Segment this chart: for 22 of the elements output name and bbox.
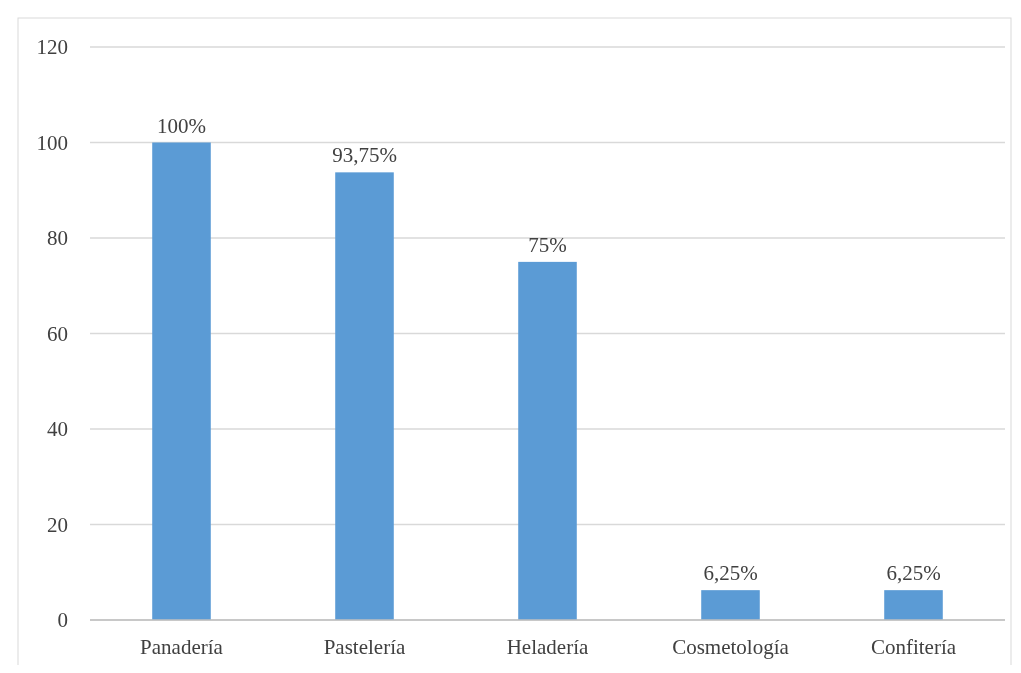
y-tick-label: 40 — [47, 417, 68, 442]
x-tick-label: Confitería — [870, 635, 957, 659]
y-tick-label: 80 — [47, 226, 68, 251]
data-label: 6,25% — [886, 561, 941, 586]
y-tick-label: 60 — [47, 321, 68, 346]
y-tick-label: 120 — [36, 35, 68, 60]
y-tick-label: 100 — [36, 130, 68, 155]
y-tick-label: 20 — [47, 512, 68, 537]
bar — [152, 142, 211, 620]
bar — [335, 172, 394, 620]
data-label: 6,25% — [703, 561, 758, 586]
data-label: 75% — [528, 232, 567, 257]
bar — [701, 590, 760, 620]
y-tick-label: 0 — [57, 608, 68, 633]
x-tick-label: Cosmetología — [672, 635, 790, 659]
x-tick-label: Heladería — [506, 635, 589, 659]
data-label: 93,75% — [332, 143, 397, 168]
data-label: 100% — [157, 113, 206, 138]
x-tick-label: Panadería — [140, 635, 224, 659]
bar — [884, 590, 943, 620]
bar — [518, 261, 577, 620]
x-tick-label: Pastelería — [323, 635, 406, 659]
